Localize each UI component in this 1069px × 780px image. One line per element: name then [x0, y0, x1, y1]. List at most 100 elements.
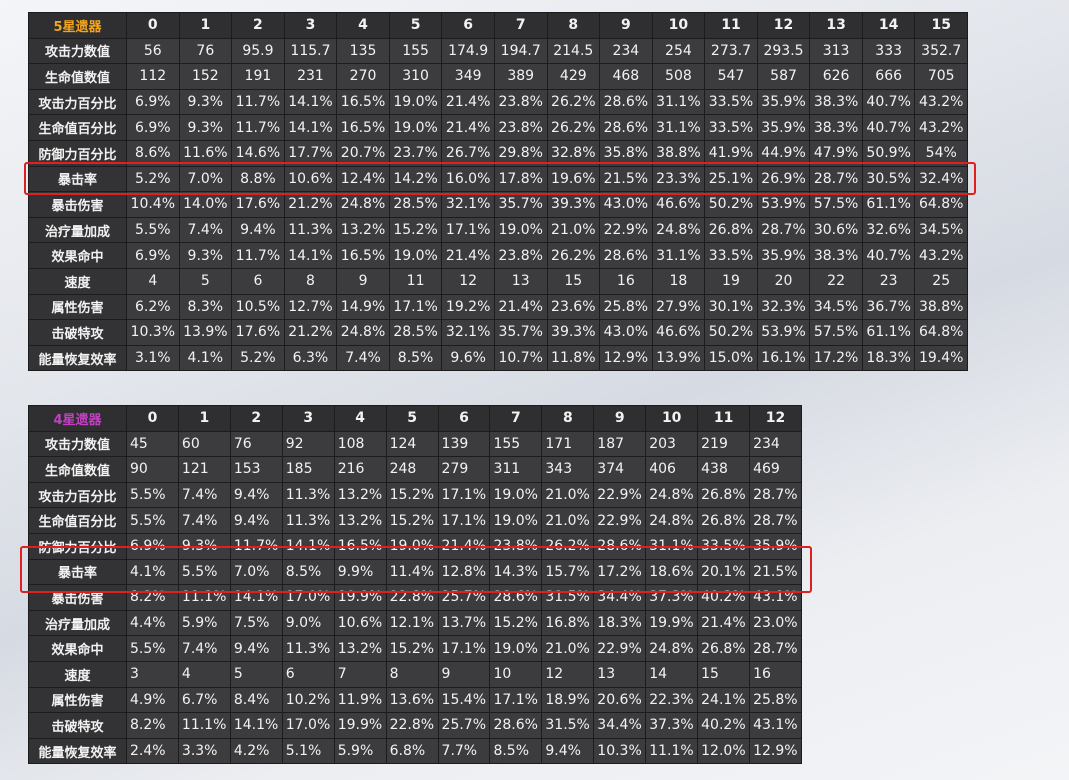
- cell: 4.4%: [126, 609, 179, 637]
- cell: 56: [126, 37, 180, 65]
- cell: 34.4%: [593, 712, 647, 739]
- data-row: 暴击率 5.2% 7.0% 8.8% 10.6% 12.4% 14.2% 16.0% 17.8%…: [28, 165, 968, 193]
- cell: 38.8%: [914, 293, 968, 321]
- row-label: 速度: [28, 660, 127, 688]
- cell: 8.5%: [489, 737, 543, 765]
- cell: 6.7%: [177, 686, 231, 714]
- cell: 5.5%: [126, 216, 180, 244]
- cell: 20.6%: [593, 686, 647, 714]
- cell: 11.1%: [177, 584, 231, 611]
- cell: 17.2%: [809, 344, 863, 372]
- cell: 19.9%: [645, 609, 699, 637]
- header-row: 4星遗器 0 1 2 3 4 5 6 7 8 9 10 11 12: [28, 405, 802, 432]
- column-header: 2: [229, 405, 283, 432]
- cell: 115.7: [283, 37, 338, 65]
- row-label: 治疗量加成: [28, 609, 127, 637]
- cell: 13.2%: [333, 481, 387, 509]
- column-header: 11: [704, 12, 758, 39]
- cell: 12: [441, 267, 495, 295]
- cell: 31.1%: [651, 242, 706, 269]
- cell: 9: [336, 267, 390, 295]
- data-row: 属性伤害 6.2% 8.3% 10.5% 12.7% 14.9% 17.1% 19.2% 21.…: [28, 293, 968, 321]
- cell: 61.1%: [861, 191, 916, 218]
- cell: 4: [126, 267, 180, 295]
- cell: 18.3%: [861, 344, 916, 372]
- cell: 11.7%: [231, 88, 285, 116]
- column-header: 4: [336, 12, 390, 39]
- cell: 705: [914, 63, 968, 90]
- column-header: 9: [599, 12, 653, 39]
- cell: 469: [749, 456, 802, 483]
- cell: 26.8%: [697, 507, 751, 534]
- cell: 8: [283, 267, 338, 295]
- cell: 16: [599, 267, 653, 295]
- data-row: 效果命中 5.5% 7.4% 9.4% 11.3% 13.2% 15.2% 17.1% 19.0…: [28, 635, 802, 662]
- cell: 18.3%: [593, 609, 647, 637]
- cell: 352.7: [914, 37, 968, 65]
- cell: 18.9%: [541, 686, 595, 714]
- cell: 15.2%: [489, 609, 543, 637]
- cell: 61.1%: [861, 319, 916, 346]
- cell: 35.9%: [756, 88, 811, 116]
- cell: 7.4%: [177, 635, 231, 662]
- cell: 30.1%: [704, 293, 758, 321]
- cell: 19.6%: [546, 165, 601, 193]
- cell: 33.5%: [704, 242, 758, 269]
- cell: 231: [283, 63, 338, 90]
- cell: 5: [229, 660, 283, 688]
- cell: 15.0%: [704, 344, 758, 372]
- cell: 254: [651, 37, 706, 65]
- cell: 270: [336, 63, 390, 90]
- column-header: 12: [749, 405, 802, 432]
- row-label: 生命值数值: [28, 456, 127, 483]
- cell: 25.1%: [704, 165, 758, 193]
- cell: 15.4%: [437, 686, 491, 714]
- cell: 22.9%: [593, 635, 647, 662]
- column-header: 6: [441, 12, 495, 39]
- cell: 17.1%: [437, 507, 491, 534]
- cell: 17.0%: [281, 712, 335, 739]
- row-label: 攻击力数值: [28, 37, 127, 65]
- cell: 21.0%: [546, 216, 601, 244]
- cell: 15: [546, 267, 601, 295]
- cell: 7.4%: [336, 344, 390, 372]
- column-header: 8: [546, 12, 601, 39]
- cell: 41.9%: [704, 139, 758, 167]
- cell: 28.7%: [809, 165, 863, 193]
- row-label: 属性伤害: [28, 293, 127, 321]
- cell: 10.3%: [593, 737, 647, 765]
- cell: 9.3%: [178, 242, 233, 269]
- cell: 21.0%: [541, 635, 595, 662]
- column-header: 5: [388, 12, 443, 39]
- cell: 11.1%: [645, 737, 699, 765]
- cell: 9.4%: [229, 481, 283, 509]
- cell: 7.0%: [229, 558, 283, 586]
- cell: 12.9%: [749, 737, 802, 765]
- column-header: 2: [231, 12, 285, 39]
- row-label: 生命值百分比: [28, 507, 127, 534]
- cell: 19.0%: [493, 216, 548, 244]
- data-row: 属性伤害 4.9% 6.7% 8.4% 10.2% 11.9% 13.6% 15.4% 17.1…: [28, 686, 802, 714]
- cell: 547: [704, 63, 758, 90]
- cell: 21.2%: [283, 319, 338, 346]
- cell: 43.2%: [914, 88, 968, 116]
- cell: 26.8%: [704, 216, 758, 244]
- cell: 11: [388, 267, 443, 295]
- cell: 35.9%: [756, 114, 811, 141]
- cell: 22.8%: [385, 712, 439, 739]
- row-label: 攻击力数值: [28, 430, 127, 458]
- cell: 16.8%: [541, 609, 595, 637]
- cell: 43.0%: [599, 191, 653, 218]
- cell: 34.5%: [809, 293, 863, 321]
- cell: 219: [697, 430, 751, 458]
- cell: 5.9%: [333, 737, 387, 765]
- column-header: 7: [493, 12, 548, 39]
- cell: 12.7%: [283, 293, 338, 321]
- cell: 23.8%: [493, 114, 548, 141]
- cell: 14.1%: [283, 88, 338, 116]
- cell: 10.6%: [283, 165, 338, 193]
- cell: 21.4%: [441, 114, 495, 141]
- cell: 24.1%: [697, 686, 751, 714]
- cell: 38.3%: [809, 114, 863, 141]
